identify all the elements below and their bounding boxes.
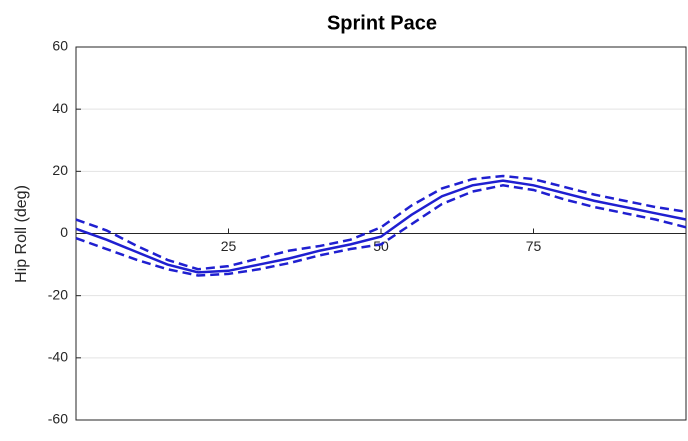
y-tick-label: 40 [52,100,68,116]
x-tick-label: 50 [373,238,389,254]
series-line [75,174,687,271]
y-axis-label: Hip Roll (deg) [13,185,30,283]
y-tick-label: 0 [60,224,68,240]
y-tick-label: -60 [48,411,68,427]
y-tick-label: 20 [52,162,68,178]
x-tick-label: 25 [221,238,237,254]
y-tick-label: 60 [52,38,68,54]
series-line [75,179,687,274]
chart-title: Sprint Pace [327,12,437,34]
y-tick-label: -40 [48,349,68,365]
x-tick-label: 75 [526,238,542,254]
series-line [75,184,687,277]
y-tick-label: -20 [48,286,68,302]
